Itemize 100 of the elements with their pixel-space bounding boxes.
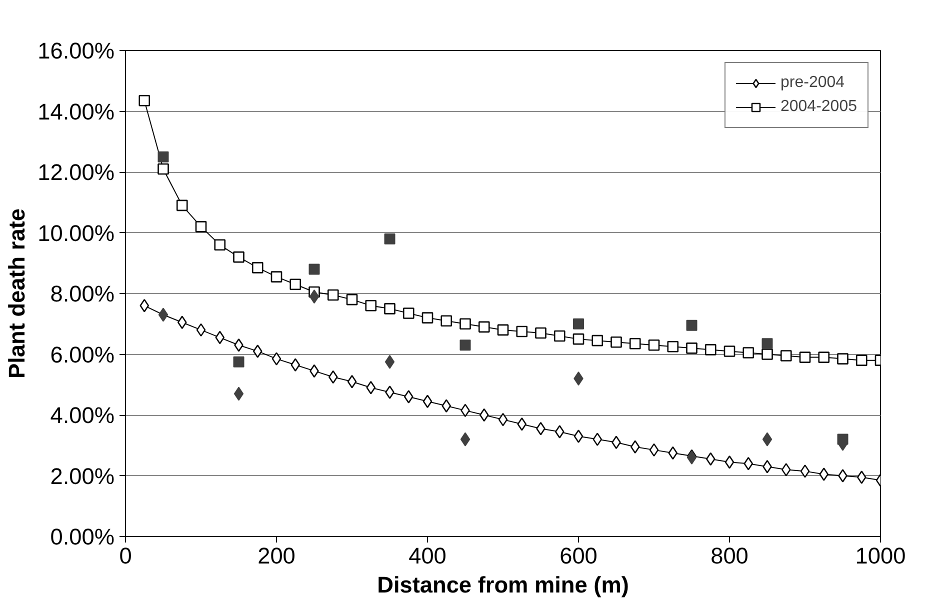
point <box>440 315 452 326</box>
point <box>460 432 470 446</box>
point <box>422 394 432 408</box>
point <box>404 390 414 404</box>
y-tick-label: 14.00% <box>38 98 115 124</box>
point <box>744 456 754 470</box>
point <box>781 463 791 476</box>
point <box>385 386 394 399</box>
point <box>554 330 566 342</box>
point <box>270 271 282 282</box>
point <box>535 327 546 339</box>
point <box>536 422 546 436</box>
point <box>214 239 226 251</box>
point <box>648 339 660 351</box>
point <box>328 370 338 384</box>
x-tick-label: 800 <box>710 542 748 568</box>
y-axis-title: Plant death rate <box>4 208 30 378</box>
point <box>800 464 810 478</box>
point <box>818 352 830 363</box>
point <box>706 452 716 466</box>
legend-label: 2004-2005 <box>780 98 857 116</box>
point <box>856 470 866 484</box>
point <box>819 468 829 481</box>
point <box>327 289 339 301</box>
point <box>384 354 395 369</box>
y-tick-label: 16.00% <box>38 38 115 64</box>
point <box>704 344 716 356</box>
point <box>573 318 584 330</box>
point <box>668 446 678 460</box>
point <box>838 469 848 482</box>
point <box>252 344 262 358</box>
point <box>667 341 679 352</box>
x-tick-label: 400 <box>408 542 446 568</box>
point <box>233 251 244 263</box>
point <box>724 346 736 357</box>
point <box>516 326 528 338</box>
point <box>158 151 169 162</box>
point <box>592 432 602 446</box>
x-axis-title: Distance from mine (m) <box>377 572 629 598</box>
x-tick-label: 200 <box>258 542 296 568</box>
point <box>272 352 282 366</box>
y-tick-label: 10.00% <box>38 220 115 246</box>
y-tick-label: 8.00% <box>50 280 115 306</box>
point <box>234 386 244 401</box>
point <box>498 412 508 426</box>
point <box>252 262 264 274</box>
point <box>762 338 773 350</box>
point <box>308 264 320 275</box>
x-tick-label: 1000 <box>855 542 906 568</box>
point <box>402 308 414 319</box>
point <box>309 290 320 304</box>
point <box>517 417 527 431</box>
legend-label: pre-2004 <box>780 74 845 92</box>
point <box>290 358 300 372</box>
point <box>347 374 357 388</box>
point <box>780 350 792 362</box>
point <box>460 340 471 351</box>
point <box>574 430 584 443</box>
y-tick-label: 12.00% <box>38 159 115 185</box>
point <box>572 333 584 345</box>
point <box>177 316 187 330</box>
point <box>290 278 302 290</box>
point <box>837 434 848 445</box>
point <box>215 330 225 344</box>
point <box>629 338 641 350</box>
point <box>196 323 206 337</box>
point <box>856 354 868 366</box>
point <box>837 353 848 364</box>
point <box>366 381 376 394</box>
point <box>195 221 207 232</box>
point <box>762 432 772 446</box>
x-tick-label: 0 <box>119 542 132 568</box>
point <box>478 321 490 333</box>
point <box>384 233 396 244</box>
point <box>442 399 452 413</box>
x-tick-label: 600 <box>560 542 598 568</box>
point <box>176 200 188 212</box>
y-tick-label: 6.00% <box>50 341 115 368</box>
y-tick-label: 2.00% <box>50 462 115 489</box>
point <box>158 163 169 175</box>
point <box>592 334 604 346</box>
point <box>554 425 564 438</box>
point <box>612 436 621 449</box>
y-tick-label: 4.00% <box>50 402 115 428</box>
point <box>384 303 396 314</box>
point <box>724 455 734 469</box>
point <box>140 299 150 312</box>
point <box>138 94 150 106</box>
point <box>762 348 773 360</box>
point <box>422 312 434 324</box>
point <box>686 342 698 354</box>
point <box>649 443 659 457</box>
point <box>365 300 377 312</box>
y-tick-label: 0.00% <box>50 524 115 550</box>
point <box>610 336 622 348</box>
point <box>460 318 471 330</box>
point <box>630 440 640 454</box>
point <box>742 347 754 358</box>
point <box>686 320 698 331</box>
point <box>799 352 811 363</box>
